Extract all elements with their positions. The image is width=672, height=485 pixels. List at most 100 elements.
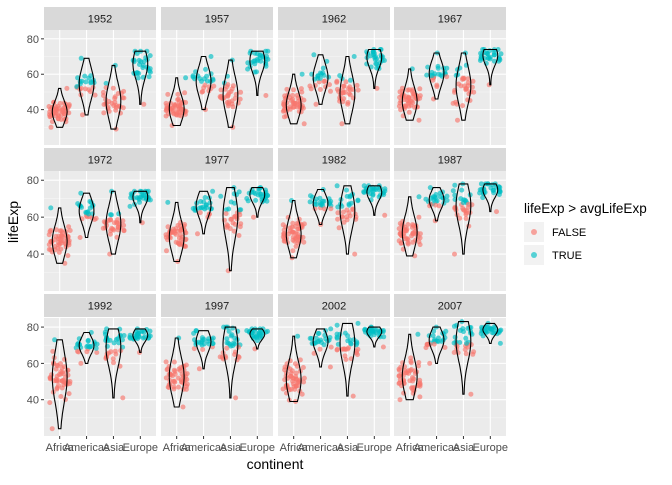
data-point	[478, 181, 484, 187]
data-point	[411, 376, 417, 382]
data-point	[219, 96, 225, 101]
violin-outline	[428, 52, 445, 100]
data-point	[427, 360, 433, 366]
data-point	[75, 75, 81, 81]
violin-outline	[366, 48, 383, 89]
data-point	[382, 188, 388, 194]
data-point	[284, 86, 290, 92]
data-point	[334, 331, 340, 337]
data-point	[175, 96, 181, 102]
violin-outline	[195, 330, 212, 370]
x-tick-label: Americas	[181, 442, 227, 454]
data-point	[101, 93, 106, 99]
data-point	[110, 356, 116, 362]
y-tick-label: 40	[27, 395, 39, 407]
violin-outline	[168, 201, 185, 263]
data-point	[326, 74, 332, 80]
facet-strip-label: 2007	[438, 301, 462, 313]
data-point	[452, 182, 458, 188]
data-point	[107, 217, 113, 223]
data-point	[301, 239, 307, 245]
violin-outline	[455, 52, 472, 121]
violin-outline	[366, 185, 383, 216]
data-point	[288, 370, 294, 376]
data-point	[230, 104, 236, 110]
data-point	[334, 79, 340, 85]
data-point	[55, 363, 61, 369]
data-point	[251, 214, 256, 220]
data-point	[336, 225, 342, 231]
data-point	[121, 227, 127, 233]
violin-outline	[455, 183, 472, 255]
data-point	[313, 101, 319, 107]
violin-outline	[78, 331, 95, 364]
data-point	[290, 96, 296, 102]
violin-outline	[339, 55, 356, 125]
data-point	[320, 65, 326, 71]
data-point	[53, 113, 59, 119]
data-point	[334, 347, 340, 353]
data-point	[463, 87, 469, 93]
data-point	[121, 333, 127, 338]
data-point	[485, 328, 491, 334]
data-point	[172, 103, 178, 109]
data-point	[295, 333, 301, 339]
data-point	[93, 345, 99, 351]
data-point	[444, 65, 450, 71]
data-point	[198, 340, 204, 346]
data-point	[292, 238, 298, 244]
data-point	[113, 351, 119, 357]
data-point	[491, 52, 497, 58]
facet-panel-1977: 1977	[161, 148, 273, 291]
data-point	[396, 366, 402, 372]
data-point	[253, 334, 259, 340]
y-tick-label: 80	[27, 322, 39, 334]
data-point	[56, 233, 62, 239]
data-point	[381, 334, 387, 340]
data-point	[440, 337, 446, 343]
violin-outline	[168, 337, 185, 408]
violin-outline	[132, 50, 149, 105]
data-point	[60, 230, 65, 236]
facet-strip	[278, 294, 390, 317]
data-point	[107, 231, 113, 237]
data-point	[223, 211, 229, 217]
data-point	[317, 346, 323, 352]
data-point	[361, 189, 367, 195]
data-point	[115, 225, 121, 230]
legend-label-true: TRUE	[552, 250, 582, 262]
data-point	[497, 340, 503, 346]
data-point	[346, 210, 352, 216]
data-point	[300, 105, 306, 111]
facet-panel-1952: 1952 40 60 80	[27, 7, 156, 145]
data-point	[484, 50, 489, 56]
facet-strip-label: 1997	[205, 301, 229, 313]
facet-strip-label: 1962	[322, 14, 346, 26]
data-point	[334, 183, 340, 189]
violin-outline	[105, 64, 122, 130]
data-point	[46, 232, 52, 238]
data-point	[373, 61, 379, 67]
data-point	[196, 366, 202, 372]
data-point	[200, 88, 206, 94]
data-point	[299, 71, 305, 77]
data-point	[172, 230, 178, 236]
data-point	[355, 346, 361, 352]
facet-panel-1987: 1987	[394, 148, 506, 291]
data-point	[176, 384, 181, 390]
data-point	[409, 88, 415, 94]
violin-outline	[78, 57, 95, 116]
data-point	[236, 233, 242, 238]
data-point	[452, 192, 458, 198]
data-point	[146, 74, 152, 80]
facet-strip-label: 1987	[438, 155, 462, 167]
violin-outline	[285, 335, 302, 403]
data-point	[334, 335, 340, 341]
facet-strip	[44, 7, 156, 30]
data-point	[77, 235, 83, 240]
legend-key-false	[531, 229, 537, 235]
data-point	[163, 359, 169, 365]
data-point	[86, 75, 92, 81]
